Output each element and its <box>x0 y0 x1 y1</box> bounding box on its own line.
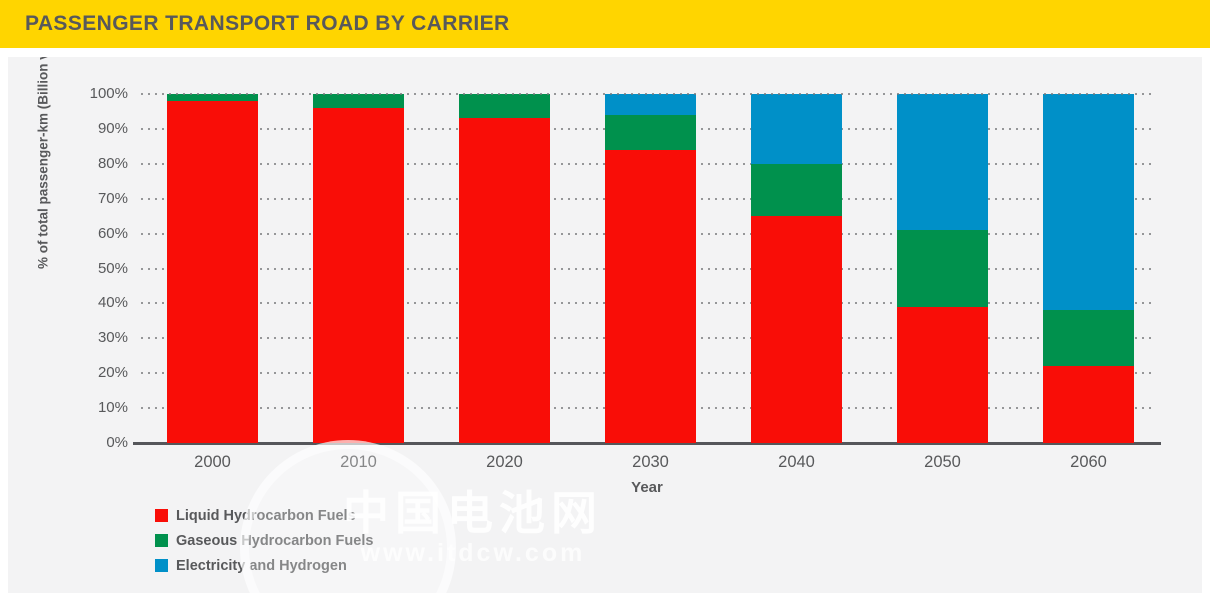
bar-2030-segment-gaseous <box>605 114 696 150</box>
ytick-label-90%: 90% <box>97 119 128 137</box>
bar-2050 <box>897 94 988 443</box>
bar-2000 <box>167 94 258 443</box>
bar-2040 <box>751 94 842 443</box>
bar-2060-segment-liquid <box>1043 366 1134 443</box>
bar-2020 <box>459 94 550 443</box>
legend-swatch-icon <box>155 509 168 522</box>
page-title: PASSENGER TRANSPORT ROAD BY CARRIER <box>25 12 510 35</box>
ytick-label-0%: 0% <box>106 434 128 451</box>
x-axis-title: Year <box>631 479 663 496</box>
ytick-label-80%: 80% <box>97 154 128 172</box>
bar-2040-segment-liquid <box>751 216 842 443</box>
chart-panel: % of total passenger-km (Billion vehicle… <box>8 57 1202 593</box>
bar-2040-segment-gaseous <box>751 163 842 217</box>
legend-item-1: Gaseous Hydrocarbon Fuels <box>155 528 373 553</box>
bar-2000-segment-gaseous <box>167 94 258 101</box>
ytick-label-50%: 50% <box>97 259 128 277</box>
legend-swatch-icon <box>155 559 168 572</box>
legend-item-0: Liquid Hydrocarbon Fuels <box>155 503 373 528</box>
xtick-label-2020: 2020 <box>486 453 523 471</box>
bar-2030-segment-liquid <box>605 149 696 443</box>
xtick-label-2030: 2030 <box>632 453 669 471</box>
bar-2040-segment-electricity <box>751 94 842 164</box>
legend-item-2: Electricity and Hydrogen <box>155 553 373 578</box>
bar-2020-segment-liquid <box>459 118 550 443</box>
x-axis-line <box>133 442 1161 445</box>
ytick-label-20%: 20% <box>97 364 128 382</box>
legend-label: Gaseous Hydrocarbon Fuels <box>176 532 374 549</box>
bar-2030 <box>605 94 696 443</box>
bar-2020-segment-gaseous <box>459 94 550 119</box>
bar-2050-segment-electricity <box>897 94 988 231</box>
ytick-label-60%: 60% <box>97 224 128 242</box>
bar-2050-segment-liquid <box>897 306 988 443</box>
ytick-label-10%: 10% <box>97 399 128 417</box>
ytick-label-40%: 40% <box>97 294 128 312</box>
xtick-label-2000: 2000 <box>194 453 231 471</box>
title-band: PASSENGER TRANSPORT ROAD BY CARRIER <box>0 0 1210 48</box>
plot-area <box>137 93 1157 443</box>
bar-2060 <box>1043 94 1134 443</box>
bar-2000-segment-liquid <box>167 100 258 443</box>
bar-2010 <box>313 94 404 443</box>
bar-2050-segment-gaseous <box>897 230 988 307</box>
bar-2030-segment-electricity <box>605 94 696 115</box>
legend-label: Liquid Hydrocarbon Fuels <box>176 507 356 524</box>
ytick-label-30%: 30% <box>97 329 128 347</box>
bar-2060-segment-gaseous <box>1043 310 1134 367</box>
xtick-label-2050: 2050 <box>924 453 961 471</box>
ytick-label-100%: 100% <box>89 85 128 102</box>
gridline-100% <box>141 93 1153 95</box>
xtick-label-2060: 2060 <box>1070 453 1107 471</box>
bar-2060-segment-electricity <box>1043 94 1134 311</box>
legend-label: Electricity and Hydrogen <box>176 557 347 574</box>
legend-swatch-icon <box>155 534 168 547</box>
ytick-label-70%: 70% <box>97 189 128 207</box>
bar-2010-segment-gaseous <box>313 94 404 108</box>
chart-legend: Liquid Hydrocarbon Fuels Gaseous Hydrocar… <box>155 503 373 578</box>
xtick-label-2010: 2010 <box>340 453 377 471</box>
xtick-label-2040: 2040 <box>778 453 815 471</box>
bar-2010-segment-liquid <box>313 107 404 443</box>
